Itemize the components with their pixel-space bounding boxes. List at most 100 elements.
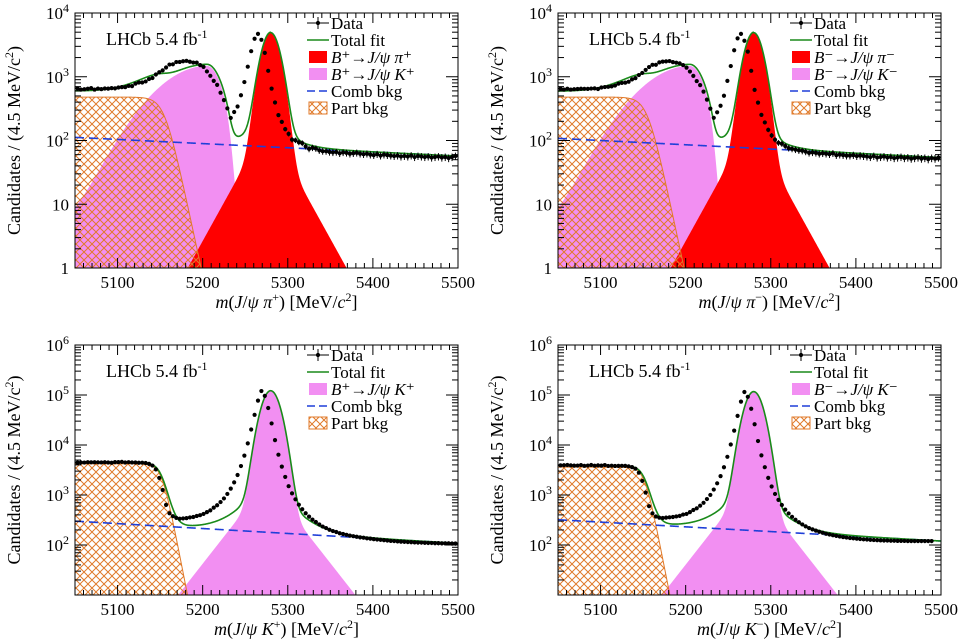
y-tick-label: 10 [535, 195, 552, 214]
data-point [698, 503, 703, 508]
data-point [824, 151, 829, 156]
data-point [146, 76, 152, 82]
data-point [905, 155, 910, 160]
data-point [858, 153, 863, 158]
x-tick-label: 5100 [101, 273, 135, 292]
data-point [837, 152, 842, 157]
data-point [177, 516, 182, 521]
data-point [619, 80, 624, 86]
data-point [320, 524, 325, 529]
legend-red-swatch [792, 51, 810, 63]
data-point [711, 115, 716, 120]
data-point [854, 153, 859, 159]
data-point [851, 153, 856, 158]
data-point [595, 86, 601, 92]
data-point [262, 50, 267, 55]
data-point [915, 538, 921, 544]
data-point [718, 103, 723, 108]
legend-entry-red: B⁻→J/ψ π⁻ [792, 48, 895, 67]
data-point [929, 155, 934, 161]
x-tick-label: 5300 [271, 600, 305, 619]
y-tick-label: 103 [46, 483, 69, 505]
data-point [341, 531, 346, 537]
data-point [830, 151, 836, 156]
data-point [592, 463, 597, 468]
data-point [565, 86, 570, 91]
data-point [255, 398, 261, 403]
data-point [602, 462, 607, 468]
data-point [704, 496, 710, 502]
data-point [640, 478, 645, 484]
data-point [762, 465, 767, 470]
data-point [847, 153, 853, 158]
legend-entry-total: Total fit [307, 363, 385, 382]
x-tick-label: 5200 [186, 600, 220, 619]
data-point [684, 65, 689, 70]
data-point [646, 64, 652, 70]
data-point [909, 156, 914, 161]
data-point [844, 153, 849, 158]
data-point [915, 155, 921, 160]
legend-entry-part: Part bkg [308, 99, 389, 118]
x-tick-label: 5400 [839, 273, 873, 292]
data-point [429, 155, 434, 160]
signal-component-fill [187, 32, 347, 268]
data-point [347, 533, 353, 538]
data-point [660, 59, 665, 64]
data-point [663, 59, 669, 64]
data-point [827, 532, 832, 537]
data-point [646, 504, 652, 509]
data-point [174, 515, 179, 520]
data-point [572, 87, 577, 92]
data-point [663, 515, 669, 520]
data-point [623, 463, 628, 468]
data-point [854, 536, 859, 541]
data-point [721, 465, 727, 470]
data-point [160, 487, 165, 493]
data-point [293, 497, 298, 502]
data-point [368, 152, 373, 157]
data-point [888, 538, 893, 543]
legend-label-total: Total fit [814, 363, 868, 382]
data-point [99, 460, 104, 465]
data-point [912, 538, 917, 544]
data-point [776, 140, 781, 145]
data-point [919, 156, 924, 161]
data-point [85, 460, 90, 465]
data-point [667, 58, 672, 64]
data-point [334, 529, 339, 535]
panel-top-right: 5100 5200 5300 5400 5500 1 10 102 103 104 m(J/ψ π−… [485, 1, 958, 313]
data-point [745, 49, 750, 54]
legend-label-pink: B⁻→J/ψ K⁻ [814, 380, 898, 399]
signal-component-fill [661, 391, 838, 595]
data-point [187, 59, 192, 64]
data-point [575, 86, 580, 92]
data-point [136, 460, 141, 465]
data-point [306, 514, 312, 519]
data-point [681, 512, 686, 517]
data-point [419, 540, 424, 545]
legend-part-swatch [308, 416, 328, 430]
data-point [300, 507, 305, 512]
data-point [129, 84, 135, 89]
data-point [684, 511, 689, 517]
data-point [136, 80, 141, 85]
data-point [143, 460, 148, 466]
data-point [817, 151, 822, 156]
data-point [868, 537, 873, 542]
x-axis-label: m(J/ψ π−) [MeV/c2] [699, 290, 841, 313]
data-point [330, 150, 335, 155]
data-point [194, 60, 199, 65]
data-point [395, 153, 400, 158]
data-point [323, 149, 329, 154]
data-point [578, 86, 584, 91]
data-point [272, 438, 278, 443]
data-point [443, 154, 448, 160]
data-point [289, 491, 295, 496]
data-point [351, 534, 356, 539]
data-point [742, 389, 747, 395]
data-point [221, 98, 227, 103]
data-point [221, 496, 227, 501]
data-point [286, 484, 291, 489]
